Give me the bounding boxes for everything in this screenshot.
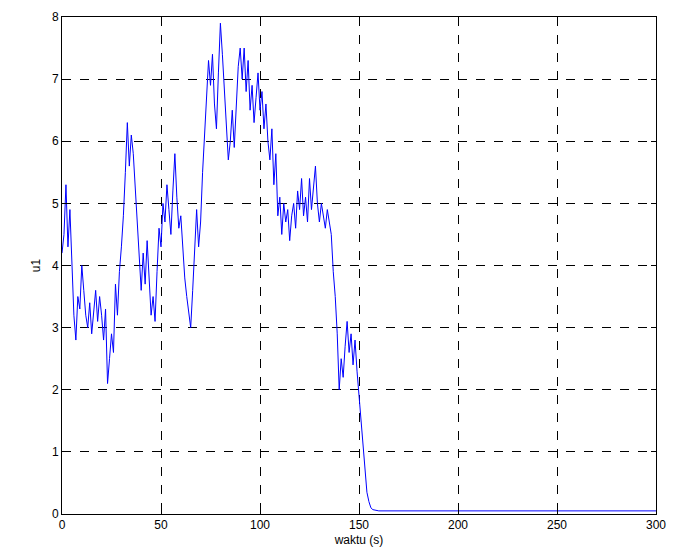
svg-text:50: 50: [154, 518, 168, 532]
svg-text:3: 3: [52, 321, 59, 335]
svg-text:300: 300: [646, 518, 666, 532]
svg-text:1: 1: [52, 445, 59, 459]
svg-text:6: 6: [52, 134, 59, 148]
svg-text:waktu (s): waktu (s): [334, 533, 384, 547]
svg-text:150: 150: [349, 518, 369, 532]
svg-text:0: 0: [59, 518, 66, 532]
svg-text:0: 0: [52, 507, 59, 521]
svg-text:u1: u1: [29, 259, 43, 273]
svg-text:250: 250: [547, 518, 567, 532]
svg-text:8: 8: [52, 10, 59, 24]
svg-text:200: 200: [448, 518, 468, 532]
svg-text:5: 5: [52, 197, 59, 211]
svg-text:7: 7: [52, 72, 59, 86]
svg-text:2: 2: [52, 383, 59, 397]
svg-text:100: 100: [250, 518, 270, 532]
svg-text:4: 4: [52, 259, 59, 273]
